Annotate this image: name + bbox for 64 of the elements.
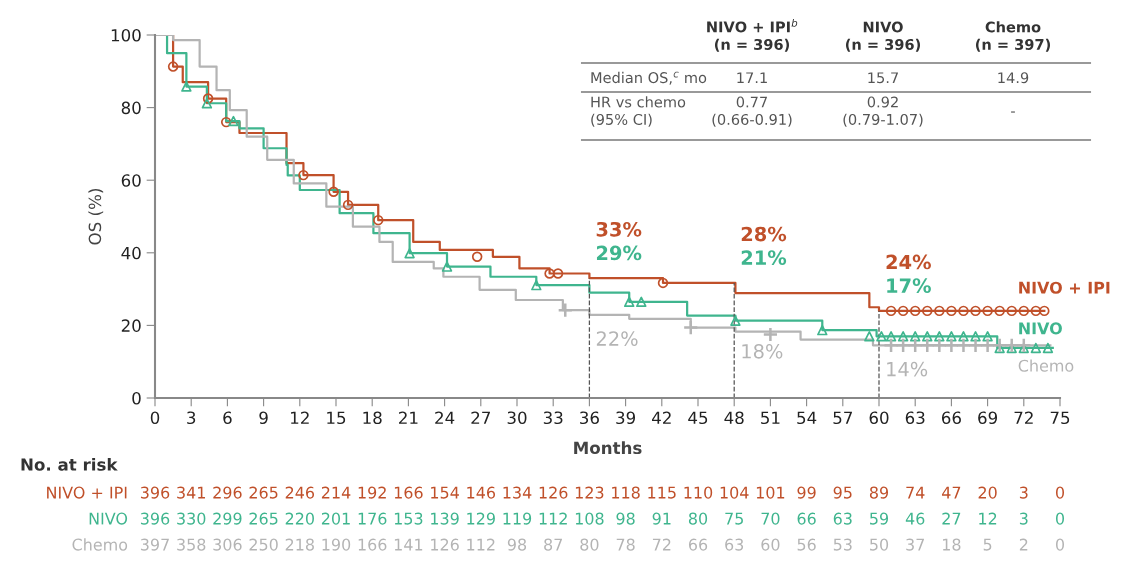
- annotation: 15.7: [868, 72, 898, 84]
- annotation: 21%: [741, 250, 787, 265]
- x-tick-label: 54: [797, 411, 817, 425]
- x-tick-label: 60: [869, 411, 889, 425]
- text: 396 341 296 265 246 214 192 166 154 146 134 126 123 118 115 110 104 101 99 95 89 74 47 20 3 0: [140, 486, 1065, 499]
- annotation: Chemo (n = 397): [975, 21, 1051, 52]
- x-tick-label: 33: [543, 411, 563, 425]
- y-tick-label: 60: [121, 174, 141, 187]
- annotation: 18%: [742, 343, 783, 359]
- x-axis-title: Months: [574, 441, 642, 455]
- annotation: NIVO (n = 396): [845, 21, 921, 52]
- annotation: 14%: [887, 361, 928, 377]
- x-tick-label: 24: [435, 411, 455, 424]
- annotation: 0.92 (0.79-1.07): [843, 96, 923, 127]
- annotation: HR vs chemo (95% CI): [591, 96, 686, 127]
- x-tick-label: 18: [363, 411, 382, 425]
- annotation: 24%: [886, 254, 931, 270]
- x-tick-label: 0: [150, 411, 160, 425]
- annotation: 17.1: [737, 72, 767, 84]
- x-tick-label: 45: [688, 411, 708, 425]
- x-tick-label: 6: [223, 411, 232, 425]
- x-tick-label: 69: [978, 411, 998, 425]
- y-tick-label: 40: [121, 246, 141, 260]
- y-tick-label: 20: [121, 319, 141, 332]
- series-label: NIVO: [1019, 322, 1062, 335]
- text: Chemo: [72, 538, 128, 551]
- text: 396 330 299 265 220 201 176 153 139 129 119 112 108 98 91 80 75 70 66 63 59 46 27 12 3 0: [140, 512, 1065, 525]
- text: NIVO: [89, 512, 128, 525]
- annotation: 14.9: [998, 72, 1029, 84]
- text: No. at risk: [21, 457, 118, 471]
- x-tick-label: 51: [761, 411, 780, 425]
- y-tick-label: 100: [111, 28, 141, 42]
- x-tick-label: 63: [905, 411, 925, 425]
- annotation: 28%: [741, 226, 787, 242]
- x-tick-label: 12: [291, 411, 309, 424]
- annotation: Median OS,$^{c}$ mo: [591, 71, 707, 85]
- x-tick-label: 21: [399, 411, 418, 424]
- x-tick-label: 39: [616, 411, 636, 425]
- x-tick-label: 30: [507, 411, 527, 425]
- x-tick-label: 27: [471, 411, 490, 424]
- series-label: Chemo: [1018, 359, 1074, 372]
- text: 397 358 306 250 218 190 166 141 126 112 98 87 80 78 72 66 63 60 56 53 50 37 18 5 2 0: [140, 538, 1065, 551]
- y-axis-title: OS (%): [88, 189, 104, 245]
- annotation: 22%: [596, 331, 638, 346]
- x-tick-label: 36: [580, 411, 599, 425]
- text: NIVO + IPI: [47, 486, 127, 499]
- annotation: 17%: [887, 278, 931, 293]
- annotation: NIVO + IPI$^{b}$ (n = 396): [707, 18, 798, 52]
- y-tick-label: 0: [132, 391, 141, 405]
- x-tick-label: 3: [187, 411, 196, 425]
- x-tick-label: 15: [327, 411, 346, 425]
- annotation: -: [1011, 111, 1015, 113]
- x-tick-label: 66: [941, 411, 961, 425]
- x-tick-label: 9: [259, 411, 268, 425]
- x-tick-label: 72: [1014, 411, 1033, 424]
- y-tick-label: 80: [121, 101, 141, 115]
- annotation: 0.77 (0.66-0.91): [712, 96, 792, 127]
- x-tick-label: 42: [652, 411, 671, 424]
- x-tick-label: 57: [833, 411, 852, 425]
- x-tick-label: 75: [1050, 411, 1070, 425]
- series-label: NIVO + IPI: [1019, 281, 1110, 294]
- annotation: 29%: [596, 245, 642, 261]
- x-tick-label: 48: [724, 411, 744, 425]
- annotation: 33%: [596, 221, 642, 237]
